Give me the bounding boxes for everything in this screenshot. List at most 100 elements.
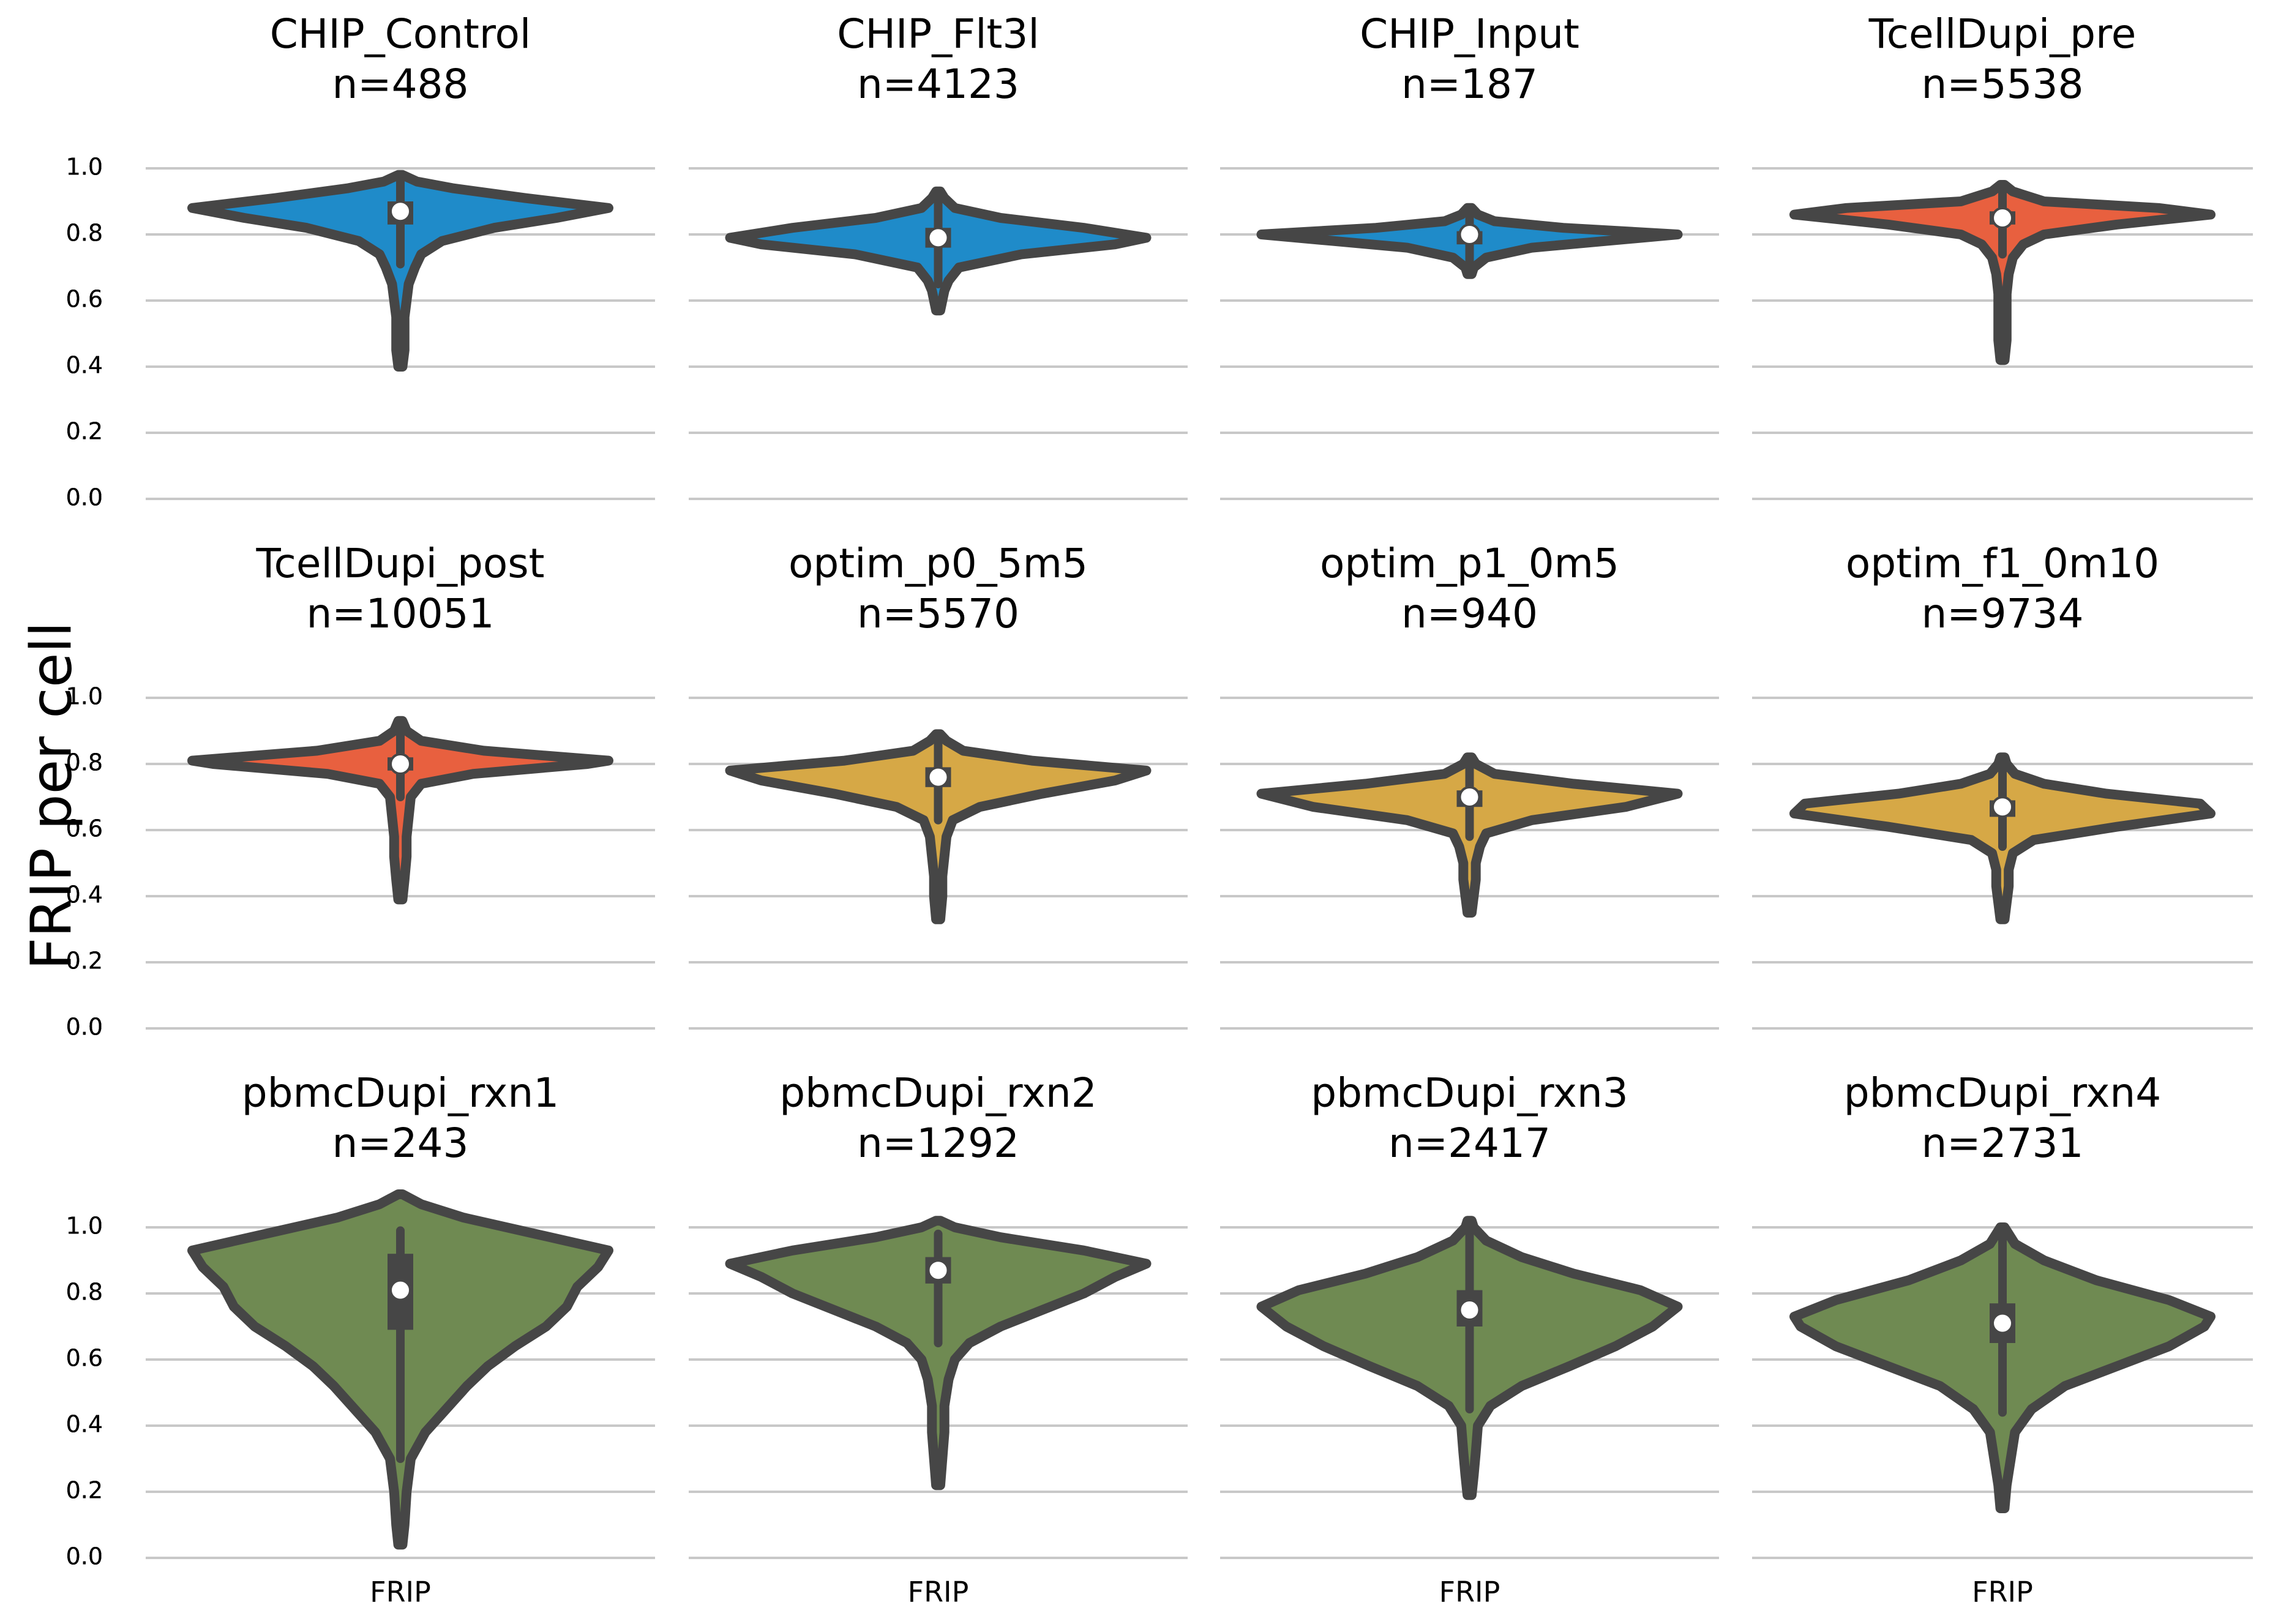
median-point (1991, 207, 2013, 229)
panel-title: CHIP_Control (270, 10, 531, 58)
median-point (927, 1259, 950, 1282)
median-point (389, 753, 411, 775)
y-tick-label: 0.2 (66, 418, 103, 445)
y-tick-label: 0.4 (66, 352, 103, 379)
panel-count: n=2731 (1921, 1120, 2083, 1167)
violin-body (725, 1216, 1152, 1491)
y-tick-label: 0.8 (66, 749, 103, 776)
y-tick-label: 0.6 (66, 286, 103, 313)
y-tick-label: 0.4 (66, 1411, 103, 1438)
y-tick-label: 0.0 (66, 1014, 103, 1041)
panel-title: CHIP_Input (1360, 10, 1579, 58)
y-tick-label: 0.4 (66, 1411, 103, 1438)
panel-count: n=9734 (1921, 590, 2083, 637)
panel-count: n=243 (332, 1120, 468, 1167)
median-point (927, 766, 950, 788)
y-tick-label: 0.2 (66, 418, 103, 445)
y-tick-label: 0.8 (66, 220, 103, 247)
y-tick-label: 0.2 (66, 948, 103, 975)
y-tick-label: 0.4 (66, 881, 103, 908)
y-tick-label: 0.8 (66, 749, 103, 776)
panel-title: pbmcDupi_rxn4 (1844, 1069, 2162, 1117)
y-tick-label: 0.6 (66, 286, 103, 313)
y-tick-label: 0.6 (66, 1345, 103, 1372)
y-tick-label: 0.6 (66, 1345, 103, 1372)
panel-count: n=2417 (1388, 1120, 1551, 1167)
y-tick-label: 1.0 (66, 683, 103, 710)
x-tick-label: FRIP (1439, 1576, 1500, 1609)
y-tick-label: 0.6 (66, 815, 103, 842)
y-tick-label: 0.2 (66, 1477, 103, 1504)
panel-title: pbmcDupi_rxn2 (779, 1069, 1097, 1117)
panel-count: n=5538 (1921, 61, 2083, 108)
y-tick-label: 0.8 (66, 220, 103, 247)
y-tick-label: 0.8 (66, 749, 103, 776)
y-tick-label: 1.0 (66, 1213, 103, 1240)
panels-grid: 0.00.20.40.60.81.0CHIP_Controln=4880.00.… (66, 10, 2253, 1609)
y-tick-label: 0.4 (66, 352, 103, 379)
y-tick-label: 0.6 (66, 286, 103, 313)
median-point (1458, 223, 1481, 245)
y-tick-label: 0.4 (66, 1411, 103, 1438)
y-tick-label: 0.0 (66, 1543, 103, 1570)
y-tick-label: 0.4 (66, 352, 103, 379)
y-tick-label: 0.8 (66, 1279, 103, 1306)
y-tick-label: 0.0 (66, 484, 103, 511)
y-tick-label: 0.8 (66, 1279, 103, 1306)
x-tick-label: FRIP (908, 1576, 969, 1609)
median-point (389, 200, 411, 223)
panel-title: optim_p0_5m5 (789, 540, 1088, 587)
y-tick-label: 0.0 (66, 484, 103, 511)
y-tick-label: 0.0 (66, 1014, 103, 1041)
y-tick-label: 0.2 (66, 418, 103, 445)
y-tick-label: 1.0 (66, 683, 103, 710)
y-tick-label: 0.8 (66, 220, 103, 247)
y-tick-label: 1.0 (66, 154, 103, 181)
panel-title: optim_f1_0m10 (1846, 540, 2159, 587)
y-tick-label: 0.2 (66, 948, 103, 975)
y-tick-label: 0.8 (66, 220, 103, 247)
median-point (1458, 1299, 1481, 1321)
y-tick-label: 1.0 (66, 154, 103, 181)
y-tick-label: 0.0 (66, 1014, 103, 1041)
panel-title: pbmcDupi_rxn1 (242, 1069, 560, 1117)
y-tick-label: 1.0 (66, 154, 103, 181)
y-tick-label: 1.0 (66, 1213, 103, 1240)
y-tick-label: 0.0 (66, 484, 103, 511)
y-tick-label: 0.0 (66, 1543, 103, 1570)
y-tick-label: 0.6 (66, 815, 103, 842)
y-tick-label: 0.4 (66, 881, 103, 908)
panel-title: CHIP_Flt3l (837, 10, 1039, 58)
y-tick-label: 0.2 (66, 1477, 103, 1504)
median-point (389, 1279, 411, 1301)
y-tick-label: 0.4 (66, 1411, 103, 1438)
panel-count: n=5570 (857, 590, 1019, 637)
y-tick-label: 1.0 (66, 1213, 103, 1240)
y-tick-label: 0.8 (66, 749, 103, 776)
x-tick-label: FRIP (370, 1576, 431, 1609)
panel-count: n=10051 (306, 590, 494, 637)
panel-title: optim_p1_0m5 (1320, 540, 1619, 587)
panel-count: n=1292 (857, 1120, 1019, 1167)
x-tick-label: FRIP (1972, 1576, 2033, 1609)
panel-count: n=4123 (857, 61, 1019, 108)
panel-count: n=187 (1401, 61, 1538, 108)
y-tick-label: 0.2 (66, 948, 103, 975)
panel-count: n=488 (332, 61, 468, 108)
violin-body (187, 716, 613, 905)
y-tick-label: 1.0 (66, 154, 103, 181)
y-tick-label: 0.6 (66, 286, 103, 313)
violin-body (725, 729, 1152, 924)
y-tick-label: 0.8 (66, 1279, 103, 1306)
y-tick-label: 1.0 (66, 683, 103, 710)
